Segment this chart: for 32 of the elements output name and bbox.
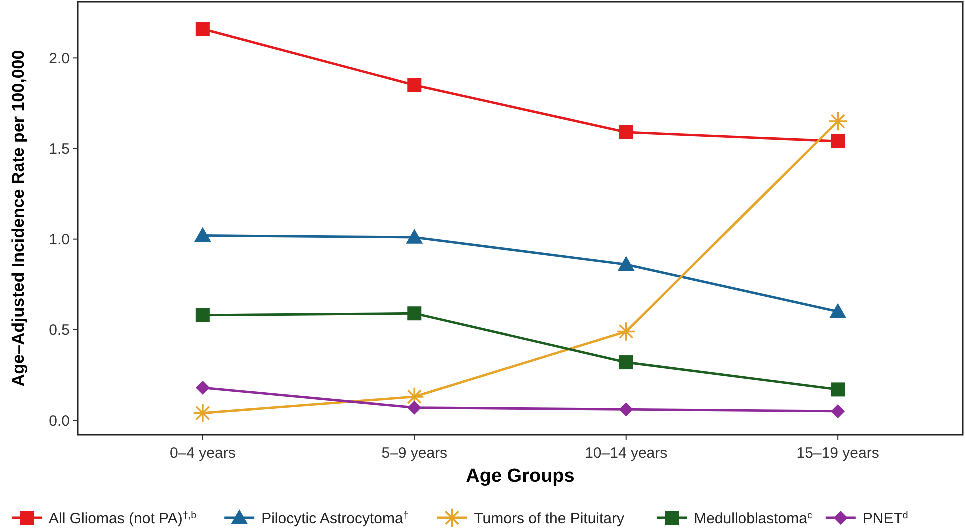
- point: [408, 400, 422, 415]
- point: [408, 78, 422, 92]
- x-tick-label: 15–19 years: [796, 445, 880, 462]
- y-tick-label: 1.0: [49, 232, 70, 249]
- legend-label: Tumors of the Pituitary: [474, 510, 626, 528]
- point: [196, 308, 210, 322]
- point: [619, 402, 634, 417]
- legend-label: Pilocytic Astrocytoma$^{†}$: [262, 510, 409, 528]
- x-tick-label: 10–14 years: [585, 445, 668, 462]
- y-tick-label: 0.5: [49, 322, 70, 340]
- point: [619, 125, 634, 140]
- y-tick-label: 1.5: [49, 141, 70, 158]
- y-tick-label: 0.0: [49, 412, 70, 430]
- point: [830, 303, 846, 318]
- point: [831, 404, 846, 418]
- point: [831, 382, 846, 397]
- x-tick-label: 5–9 years: [382, 445, 448, 462]
- legend-label: PNET$^{d}$: [862, 510, 908, 528]
- y-tick-label: 2.0: [49, 50, 70, 68]
- point: [196, 22, 210, 36]
- point: [196, 380, 210, 395]
- point: [406, 229, 424, 244]
- legend-label: Medulloblastoma$^{c}$: [694, 510, 813, 528]
- point: [618, 256, 635, 271]
- point: [194, 227, 212, 242]
- x-tick-label: 0–4 years: [170, 445, 236, 462]
- point: [408, 306, 422, 321]
- y-axis-title: Age–Adjusted Incidence Rate per 100,000: [9, 50, 28, 387]
- x-axis-title: Age Groups: [466, 466, 575, 487]
- point: [831, 134, 846, 148]
- point: [619, 356, 634, 370]
- legend-label: All Gliomas (not PA)$^{†,b}$: [49, 510, 198, 528]
